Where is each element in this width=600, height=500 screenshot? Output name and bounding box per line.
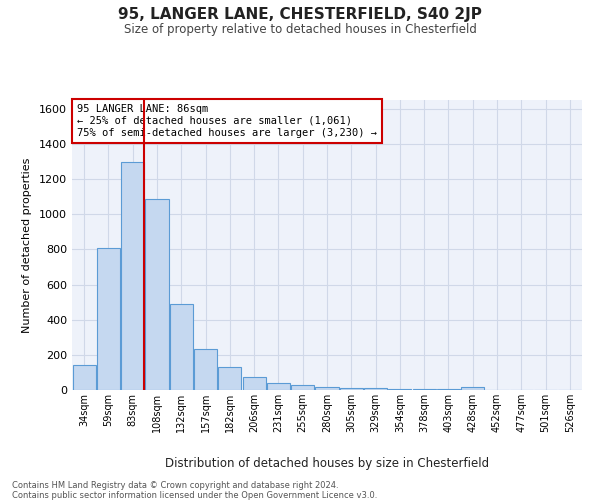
- Bar: [145, 200, 169, 390]
- Bar: [218, 366, 241, 390]
- Bar: [340, 388, 363, 390]
- Bar: [170, 304, 193, 390]
- Bar: [194, 349, 217, 390]
- Bar: [267, 382, 290, 390]
- Bar: [388, 388, 412, 390]
- Text: Distribution of detached houses by size in Chesterfield: Distribution of detached houses by size …: [165, 458, 489, 470]
- Bar: [291, 386, 314, 390]
- Text: Size of property relative to detached houses in Chesterfield: Size of property relative to detached ho…: [124, 22, 476, 36]
- Bar: [364, 388, 387, 390]
- Text: 95, LANGER LANE, CHESTERFIELD, S40 2JP: 95, LANGER LANE, CHESTERFIELD, S40 2JP: [118, 8, 482, 22]
- Bar: [242, 377, 266, 390]
- Bar: [461, 387, 484, 390]
- Bar: [73, 366, 95, 390]
- Bar: [97, 248, 120, 390]
- Text: Contains public sector information licensed under the Open Government Licence v3: Contains public sector information licen…: [12, 491, 377, 500]
- Text: 95 LANGER LANE: 86sqm
← 25% of detached houses are smaller (1,061)
75% of semi-d: 95 LANGER LANE: 86sqm ← 25% of detached …: [77, 104, 377, 138]
- Bar: [316, 387, 338, 390]
- Y-axis label: Number of detached properties: Number of detached properties: [22, 158, 32, 332]
- Bar: [413, 389, 436, 390]
- Text: Contains HM Land Registry data © Crown copyright and database right 2024.: Contains HM Land Registry data © Crown c…: [12, 481, 338, 490]
- Bar: [121, 162, 144, 390]
